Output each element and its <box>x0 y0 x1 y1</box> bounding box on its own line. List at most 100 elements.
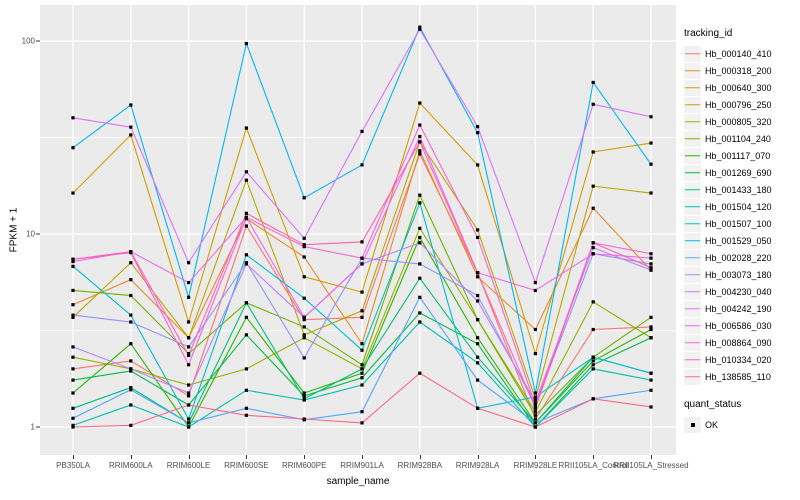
legend-title-quant-status: quant_status <box>684 399 742 410</box>
data-point <box>71 378 75 382</box>
legend-label: Hb_004230_040 <box>705 286 772 297</box>
legend-key-line <box>685 154 700 157</box>
legend-key-line <box>685 290 700 293</box>
data-point <box>476 271 480 275</box>
data-point <box>302 275 306 279</box>
data-point <box>244 224 248 228</box>
data-point <box>187 353 191 357</box>
legend-label: Hb_001433_180 <box>705 184 772 195</box>
data-point <box>418 193 422 197</box>
data-point <box>533 397 537 401</box>
legend-item-Hb_001104_240: Hb_001104_240 <box>684 130 772 147</box>
data-point <box>649 268 653 272</box>
data-point <box>418 295 422 299</box>
data-point <box>71 288 75 293</box>
legend-key-line <box>685 341 700 344</box>
legend-item-Hb_000796_250: Hb_000796_250 <box>684 96 772 113</box>
data-point <box>302 296 306 300</box>
data-point <box>360 376 364 380</box>
data-point <box>187 403 191 407</box>
legend-key-swatch <box>684 130 701 147</box>
data-point <box>360 315 364 319</box>
x-tick-label-RRIM600PE: RRIM600PE <box>281 461 327 470</box>
legend-item-Hb_001507_100: Hb_001507_100 <box>684 215 772 232</box>
data-point <box>129 403 133 407</box>
data-point <box>302 356 306 360</box>
data-point <box>129 423 133 427</box>
data-point <box>244 211 248 215</box>
data-point <box>649 378 653 382</box>
y-tick-mark <box>36 233 40 235</box>
data-point <box>244 333 248 337</box>
data-point <box>71 257 75 261</box>
data-point <box>360 309 364 313</box>
legend-label: Hb_001104_240 <box>705 133 771 144</box>
legend-key-line <box>685 52 700 55</box>
legend-item-Hb_001433_180: Hb_001433_180 <box>684 181 772 198</box>
data-point <box>418 320 422 324</box>
data-point <box>476 235 480 240</box>
legend-item-Hb_000318_200: Hb_000318_200 <box>684 62 772 79</box>
data-point <box>533 352 537 356</box>
data-point <box>476 299 480 303</box>
data-point <box>244 41 248 46</box>
legend-key-line <box>685 103 700 106</box>
legend-item-Hb_010334_020: Hb_010334_020 <box>684 351 772 368</box>
data-point <box>360 129 364 134</box>
legend-label: Hb_003073_180 <box>705 269 772 280</box>
data-point <box>129 386 133 390</box>
data-point <box>591 252 595 256</box>
data-point <box>129 369 133 373</box>
x-tick-label-RRIM600LA: RRIM600LA <box>109 461 153 470</box>
data-point <box>129 313 133 317</box>
legend-item-Hb_004242_190: Hb_004242_190 <box>684 300 772 317</box>
legend-key-line <box>685 86 700 89</box>
data-point <box>649 371 653 375</box>
data-point <box>418 27 422 31</box>
data-point <box>187 352 191 356</box>
legend-key-swatch <box>684 283 701 300</box>
data-point <box>360 262 364 266</box>
data-point <box>476 318 480 322</box>
data-point <box>129 388 133 392</box>
legend-key-line <box>685 239 700 242</box>
data-point <box>418 371 422 375</box>
data-point <box>476 163 480 167</box>
data-point <box>302 315 306 319</box>
legend-label: Hb_000318_200 <box>705 65 772 76</box>
data-point <box>418 101 422 105</box>
data-point <box>476 125 480 129</box>
data-point <box>302 336 306 340</box>
data-point <box>71 367 75 371</box>
legend-item-Hb_001117_070: Hb_001117_070 <box>684 147 772 164</box>
data-point <box>244 388 248 392</box>
data-point <box>360 290 364 294</box>
legend-item-Hb_001504_120: Hb_001504_120 <box>684 198 772 215</box>
data-point <box>418 201 422 205</box>
data-point <box>187 336 191 340</box>
legend: tracking_id Hb_000140_410 Hb_000318_200 Hb… <box>684 28 772 433</box>
legend-key-swatch <box>684 113 701 130</box>
data-point <box>418 134 422 139</box>
x-tick-mark <box>73 455 74 459</box>
data-point <box>244 126 248 130</box>
data-point <box>476 275 480 279</box>
legend-label: Hb_000805_320 <box>705 116 772 127</box>
data-point <box>71 303 75 307</box>
data-point <box>187 391 191 395</box>
data-point <box>533 417 537 421</box>
legend-key-swatch <box>684 79 701 96</box>
x-tick-mark <box>246 455 248 459</box>
data-point <box>244 262 248 266</box>
legend-item-Hb_000640_300: Hb_000640_300 <box>684 79 772 96</box>
plot-panel <box>40 5 676 455</box>
legend-label: Hb_000796_250 <box>705 99 772 110</box>
data-point <box>302 255 306 259</box>
data-point <box>533 421 537 425</box>
data-point <box>476 361 480 365</box>
legend-label: Hb_000140_410 <box>705 48 772 59</box>
legend-key-swatch <box>684 147 701 164</box>
legend-label: Hb_002028_220 <box>705 252 772 263</box>
data-point <box>71 315 75 319</box>
data-point <box>591 355 595 359</box>
